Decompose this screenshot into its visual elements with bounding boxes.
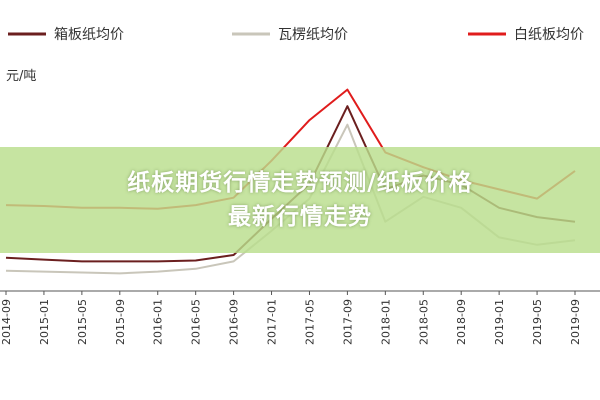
banner-title-line1: 纸板期货行情走势预测/纸板价格 bbox=[127, 170, 473, 196]
x-tick-label: 2017-01 bbox=[266, 299, 279, 345]
x-ticks: 2014-09 2015-01 2015-05 2015-09 2016-01 2016-… bbox=[0, 291, 582, 345]
x-tick-label: 2015-09 bbox=[114, 299, 127, 345]
x-tick-label: 2019-09 bbox=[569, 299, 582, 345]
x-tick-label: 2018-01 bbox=[379, 299, 392, 345]
x-tick-label: 2017-05 bbox=[303, 299, 316, 345]
banner-title-line2: 最新行情走势 bbox=[228, 204, 372, 230]
x-tick-label: 2019-01 bbox=[493, 299, 506, 345]
x-tick-label: 2015-01 bbox=[38, 299, 51, 345]
x-tick-label: 2016-05 bbox=[190, 299, 203, 345]
x-tick-label: 2018-05 bbox=[417, 299, 430, 345]
legend: 箱板纸均价 瓦楞纸均价 白纸板均价 bbox=[8, 27, 584, 43]
x-tick-label: 2019-05 bbox=[531, 299, 544, 345]
legend-label-1: 箱板纸均价 bbox=[54, 27, 124, 43]
x-tick-label: 2017-09 bbox=[341, 299, 354, 345]
x-tick-label: 2018-09 bbox=[455, 299, 468, 345]
x-tick-label: 2015-05 bbox=[76, 299, 89, 345]
legend-label-3: 白纸板均价 bbox=[514, 27, 584, 43]
y-unit-label: 元/吨 bbox=[6, 69, 36, 84]
x-tick-label: 2016-01 bbox=[152, 299, 165, 345]
x-tick-label: 2016-09 bbox=[228, 299, 241, 345]
legend-label-2: 瓦楞纸均价 bbox=[278, 27, 348, 43]
title-banner: 纸板期货行情走势预测/纸板价格 最新行情走势 bbox=[0, 147, 600, 253]
x-tick-label: 2014-09 bbox=[0, 299, 13, 345]
